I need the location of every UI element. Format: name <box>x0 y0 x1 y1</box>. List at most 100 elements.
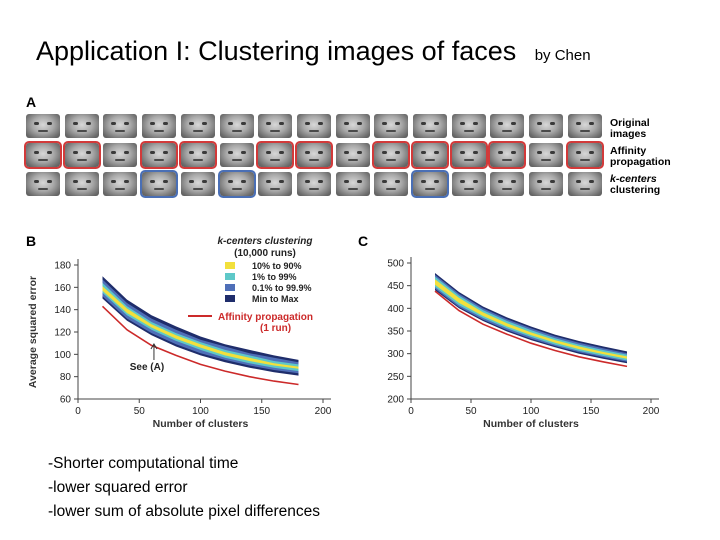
y-tick-label: 180 <box>54 261 71 272</box>
face-thumbnail <box>335 114 370 138</box>
face-thumbnail <box>565 141 604 169</box>
slide-title: Application I: Clustering images of face… <box>36 36 591 67</box>
face-thumbnail <box>180 172 215 196</box>
face-thumbnail <box>529 114 564 138</box>
face-thumbnail <box>374 172 409 196</box>
row-label-original: Original images <box>610 118 650 140</box>
face-thumbnail <box>103 143 138 167</box>
y-axis-label: Average squared error <box>27 276 39 388</box>
legend-label: 0.1% to 99.9% <box>252 283 312 293</box>
face-thumbnail <box>258 114 293 138</box>
face-thumbnail <box>258 172 293 196</box>
y-tick-label: 160 <box>54 283 71 294</box>
x-tick-label: 150 <box>253 406 270 417</box>
band-1-to-99 <box>102 282 299 372</box>
band-1-to-99 <box>435 276 627 361</box>
x-tick-label: 100 <box>523 406 540 417</box>
face-thumbnail <box>567 172 602 196</box>
face-thumbnail <box>64 114 99 138</box>
face-thumbnail <box>567 114 602 138</box>
band-0-1-to-99-9 <box>435 274 627 362</box>
face-thumbnail <box>490 114 525 138</box>
face-thumbnail <box>451 114 486 138</box>
panel-label-b: B <box>26 233 37 249</box>
face-thumbnail <box>140 170 179 198</box>
bullet-item: -Shorter computational time <box>48 455 239 472</box>
face-thumbnail <box>413 114 447 138</box>
annotation-arrowhead <box>150 343 158 350</box>
face-thumbnail <box>180 114 215 138</box>
row-label-line: Original <box>610 117 650 129</box>
affinity-propagation-line <box>434 290 628 368</box>
face-thumbnail <box>140 141 179 169</box>
y-tick-label: 500 <box>387 259 404 270</box>
face-thumbnail <box>529 172 564 196</box>
y-tick-label: 200 <box>387 395 404 406</box>
face-thumbnail <box>62 141 101 169</box>
panel-label-c: C <box>358 233 369 249</box>
legend-swatch <box>225 284 235 291</box>
x-tick-label: 100 <box>192 406 209 417</box>
face-grid <box>24 114 606 198</box>
x-tick-label: 50 <box>134 406 146 417</box>
row-label-kcenters: k-centers clustering <box>610 174 660 196</box>
legend-swatch <box>225 273 235 280</box>
chart-absolute-error: 0 50 100 150 200 200 250 300 350 400 450 500 Number … <box>387 257 660 430</box>
bullet-item: -lower squared error <box>48 479 188 496</box>
face-thumbnail <box>451 172 486 196</box>
row-label-line: clustering <box>610 184 661 196</box>
x-tick-label: 150 <box>583 406 600 417</box>
x-tick-label: 0 <box>408 406 414 417</box>
face-thumbnail <box>26 172 60 196</box>
y-tick-label: 80 <box>60 372 72 383</box>
face-thumbnail <box>219 143 254 167</box>
face-thumbnail <box>219 114 254 138</box>
face-thumbnail <box>26 114 60 138</box>
legend-ap-sublabel: (1 run) <box>260 323 291 334</box>
affinity-propagation-line <box>101 305 299 386</box>
face-thumbnail <box>178 141 217 169</box>
title-byline: by Chen <box>534 47 591 64</box>
y-tick-label: 250 <box>387 372 404 383</box>
x-axis-label: Number of clusters <box>153 418 249 430</box>
face-thumbnail <box>335 143 370 167</box>
chart-squared-error: 0 50 100 150 200 60 80 100 120 140 160 180 Number of… <box>27 236 332 430</box>
face-thumbnail <box>411 141 449 169</box>
face-thumbnail <box>296 114 331 138</box>
title-main: Application I: Clustering images of face… <box>36 36 517 66</box>
x-tick-label: 200 <box>643 406 660 417</box>
face-thumbnail <box>294 141 333 169</box>
x-axis-label: Number of clusters <box>483 418 579 430</box>
face-thumbnail <box>256 141 295 169</box>
face-thumbnail <box>24 141 62 169</box>
x-tick-label: 200 <box>315 406 332 417</box>
x-tick-label: 0 <box>75 406 81 417</box>
face-thumbnail <box>411 170 449 198</box>
row-label-line: propagation <box>610 156 671 168</box>
y-tick-label: 300 <box>387 349 404 360</box>
row-label-line: k-centers <box>610 173 657 185</box>
y-tick-label: 350 <box>387 327 404 338</box>
legend-label: 1% to 99% <box>252 272 297 282</box>
face-thumbnail <box>217 170 256 198</box>
panel-label-a: A <box>26 94 37 110</box>
y-tick-label: 400 <box>387 304 404 315</box>
legend-title: k-centers clustering <box>217 236 312 247</box>
legend-swatch <box>225 262 235 269</box>
row-label-affinity: Affinity propagation <box>610 146 671 168</box>
bullet-item: -lower sum of absolute pixel differences <box>48 503 320 520</box>
legend-ap-label: Affinity propagation <box>218 312 313 323</box>
face-thumbnail <box>142 114 177 138</box>
face-thumbnail <box>374 114 409 138</box>
face-thumbnail <box>335 172 370 196</box>
y-tick-label: 60 <box>60 395 72 406</box>
row-label-line: images <box>610 128 647 140</box>
y-tick-label: 450 <box>387 281 404 292</box>
face-thumbnail <box>490 172 525 196</box>
band-min-max <box>102 276 299 376</box>
y-tick-label: 120 <box>54 328 71 339</box>
legend-label: 10% to 90% <box>252 261 302 271</box>
annotation-label: See (A) <box>130 362 164 373</box>
legend-swatch <box>225 295 235 302</box>
face-thumbnail <box>103 172 138 196</box>
